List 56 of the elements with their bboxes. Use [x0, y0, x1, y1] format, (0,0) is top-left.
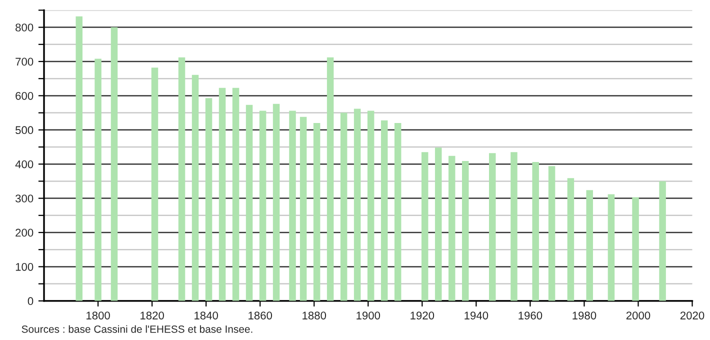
- x-tick-label: 1860: [248, 312, 272, 320]
- x-tick-label: 2020: [680, 312, 704, 320]
- y-tick-label: 600: [16, 92, 34, 100]
- x-tick-label: 1880: [302, 312, 326, 320]
- y-tick-label: 100: [16, 262, 34, 271]
- bar: [205, 98, 212, 301]
- x-tick-label: 1940: [464, 312, 488, 320]
- y-tick-label: 800: [16, 24, 34, 32]
- bar: [567, 178, 574, 301]
- bar: [448, 156, 456, 301]
- bar: [178, 57, 186, 301]
- bar: [510, 152, 518, 301]
- bar: [76, 16, 83, 301]
- bar: [462, 161, 469, 301]
- bar: [151, 68, 158, 301]
- x-tick-label: 1980: [572, 312, 596, 320]
- bar: [246, 104, 253, 301]
- y-tick-label: 500: [16, 126, 34, 134]
- bar: [326, 57, 334, 301]
- source-note: Sources : base Cassini de l'EHESS et base Insee.: [22, 325, 252, 333]
- bar: [192, 74, 199, 301]
- bar: [632, 197, 639, 301]
- y-tick-label: 200: [16, 228, 34, 237]
- x-tick-label: 1820: [140, 312, 164, 320]
- x-tick-label: 1900: [356, 312, 380, 320]
- bar: [548, 166, 556, 301]
- bar: [289, 110, 296, 301]
- bar: [586, 190, 593, 301]
- x-tick-label: 1920: [410, 312, 434, 320]
- bar: [94, 58, 102, 301]
- bar: [380, 120, 388, 301]
- bar: [659, 181, 666, 301]
- bar: [300, 116, 307, 301]
- bar: [394, 123, 402, 301]
- bar: [218, 88, 226, 301]
- bar: [340, 112, 348, 301]
- bar: [354, 108, 361, 301]
- bar: [421, 152, 428, 301]
- x-tick-label: 1800: [86, 312, 110, 320]
- y-tick-label: 700: [16, 58, 34, 66]
- x-tick-label: 2000: [626, 312, 650, 320]
- x-tick-label: 1840: [194, 312, 218, 320]
- bar: [110, 27, 118, 301]
- bar: [232, 88, 240, 301]
- bar: [272, 104, 280, 301]
- bar: [367, 110, 374, 301]
- y-tick-label: 400: [15, 160, 34, 168]
- bar: [532, 162, 539, 301]
- bar: [259, 110, 266, 301]
- x-tick-label: 1960: [518, 312, 542, 320]
- bar: [434, 148, 442, 301]
- bar: [608, 194, 615, 301]
- bar: [313, 123, 320, 301]
- y-tick-label: 300: [15, 194, 34, 202]
- y-tick-label: 0: [28, 297, 34, 306]
- bar: [489, 153, 496, 301]
